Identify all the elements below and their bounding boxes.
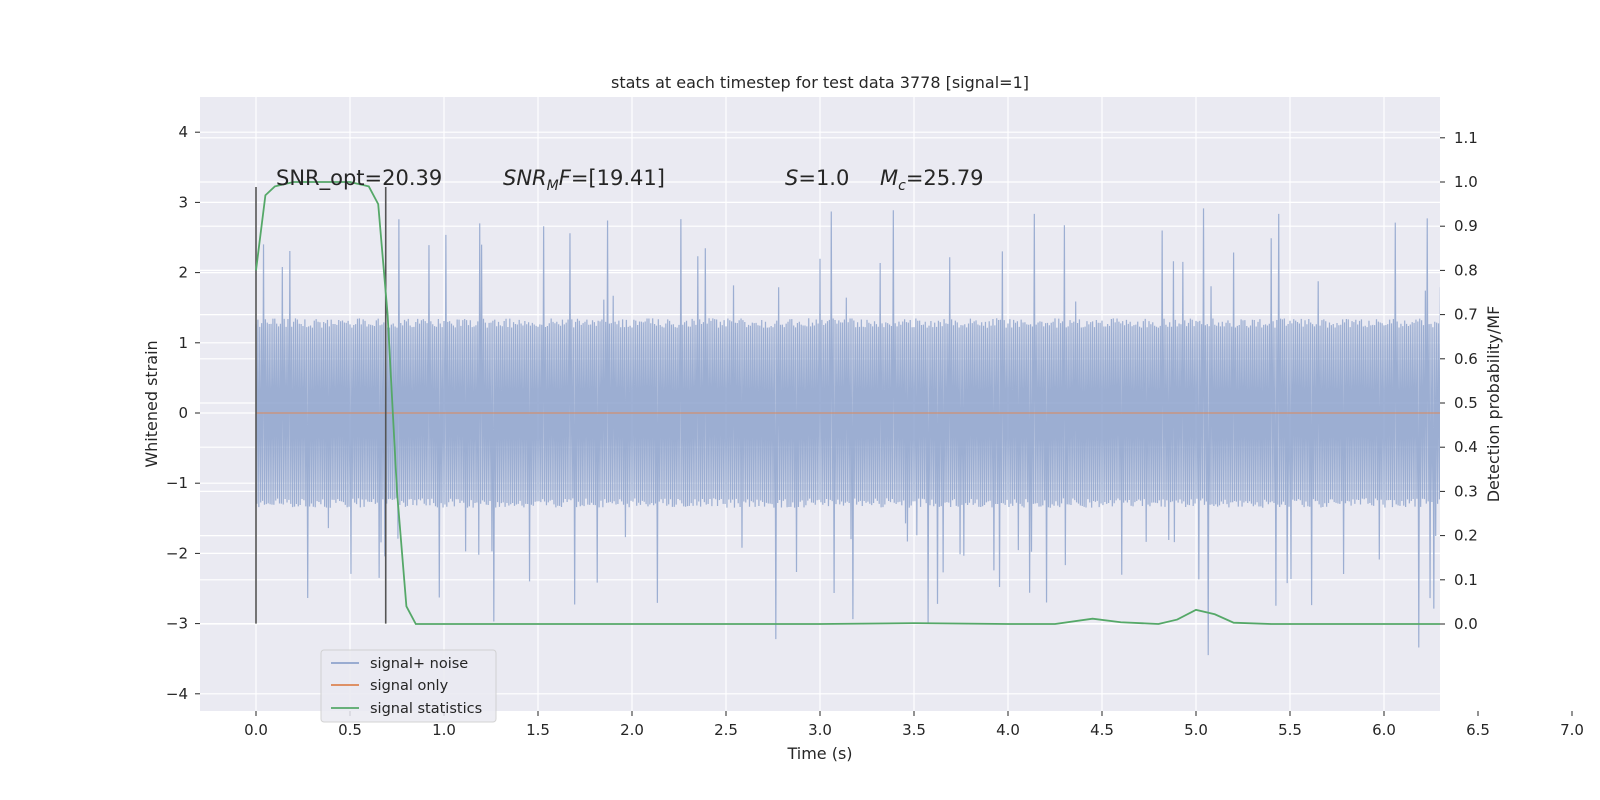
chart-title: stats at each timestep for test data 377…	[611, 73, 1029, 92]
y2-tick-label: 0.6	[1454, 350, 1478, 368]
annotation-snr-mf: SNRMF=[19.41]	[503, 166, 665, 194]
y-tick-label: 4	[178, 123, 188, 141]
annotation-mc-value: =25.79	[906, 166, 984, 190]
x-tick-label: 3.0	[808, 721, 832, 739]
legend-label-signal-noise: signal+ noise	[370, 656, 468, 672]
y-axis-ticks: 4 3 2 1 0 −1 −2 −3 −4	[166, 123, 200, 703]
x-tick-label: 0.5	[338, 721, 362, 739]
annotation-snr-opt: SNR_opt=20.39	[276, 166, 442, 191]
x-tick-label: 2.5	[714, 721, 738, 739]
series-signal-statistics	[255, 181, 1440, 625]
x-tick-label: 6.5	[1466, 721, 1490, 739]
annotation-mc: Mc=25.79	[880, 166, 984, 194]
y2-tick-label: 0.9	[1454, 217, 1478, 235]
x-tick-label: 5.0	[1184, 721, 1208, 739]
annotation-s-value: =1.0	[798, 166, 849, 190]
y2-tick-label: 1.1	[1454, 129, 1478, 147]
x-tick-label: 4.5	[1090, 721, 1114, 739]
vertical-markers	[255, 186, 387, 624]
series-signal-only	[256, 412, 1440, 414]
x-tick-label: 3.5	[902, 721, 926, 739]
y-tick-label: 2	[178, 264, 188, 282]
annotation-s: S=1.0	[785, 166, 849, 190]
x-tick-label: 2.0	[620, 721, 644, 739]
legend-label-signal-statistics: signal statistics	[370, 701, 482, 717]
y-tick-label: 3	[178, 193, 188, 211]
y2-tick-label: 1.0	[1454, 173, 1478, 191]
y2-tick-label: 0.1	[1454, 571, 1478, 589]
annotation-snr-mf-symbol: SNR	[503, 166, 547, 190]
x-tick-label: 1.0	[432, 721, 456, 739]
y-tick-label: −3	[166, 615, 188, 633]
annotation-snr-mf-value: =[19.41]	[571, 166, 665, 190]
y2-tick-label: 0.8	[1454, 261, 1478, 279]
y2-tick-label: 0.7	[1454, 306, 1478, 324]
plot-marks	[255, 181, 1440, 656]
x-tick-label: 6.0	[1372, 721, 1396, 739]
x-tick-label: 0.0	[244, 721, 268, 739]
y2-axis-label: Detection probability/MF	[1484, 306, 1503, 503]
x-tick-label: 4.0	[996, 721, 1020, 739]
y-tick-label: −1	[166, 474, 188, 492]
x-tick-label: 7.0	[1560, 721, 1584, 739]
legend-label-signal-only: signal only	[370, 678, 449, 694]
y2-tick-label: 0.3	[1454, 482, 1478, 500]
x-axis-label: Time (s)	[786, 744, 852, 763]
x-tick-label: 1.5	[526, 721, 550, 739]
y-axis-label: Whitened strain	[142, 340, 161, 467]
annotation-mc-symbol: M	[880, 166, 898, 190]
annotation-snr-mf-f: F	[559, 166, 572, 190]
y2-tick-label: 0.0	[1454, 615, 1478, 633]
legend: signal+ noise signal only signal statist…	[320, 649, 497, 723]
y2-tick-label: 0.4	[1454, 438, 1478, 456]
y2-tick-label: 0.2	[1454, 527, 1478, 545]
legend-box	[320, 649, 497, 723]
y-tick-label: 0	[178, 404, 188, 422]
y-tick-label: −4	[166, 685, 188, 703]
x-axis-ticks: 0.0 0.5 1.0 1.5 2.0 2.5 3.0 3.5 4.0 4.5 5.0 5.5 6.0 6…	[244, 711, 1584, 739]
annotation-snr-mf-subscript: M	[547, 178, 559, 194]
x-tick-label: 5.5	[1278, 721, 1302, 739]
y2-tick-label: 0.5	[1454, 394, 1478, 412]
annotation-mc-subscript: c	[898, 178, 906, 194]
y2-axis-ticks: 1.1 1.0 0.9 0.8 0.7 0.6 0.5 0.4 0.3 0.2 0.1 0.0	[1440, 129, 1478, 633]
annotation-s-symbol: S	[785, 166, 798, 190]
y-tick-label: 1	[178, 334, 188, 352]
y-tick-label: −2	[166, 544, 188, 562]
series-signal-noise	[255, 208, 1440, 656]
